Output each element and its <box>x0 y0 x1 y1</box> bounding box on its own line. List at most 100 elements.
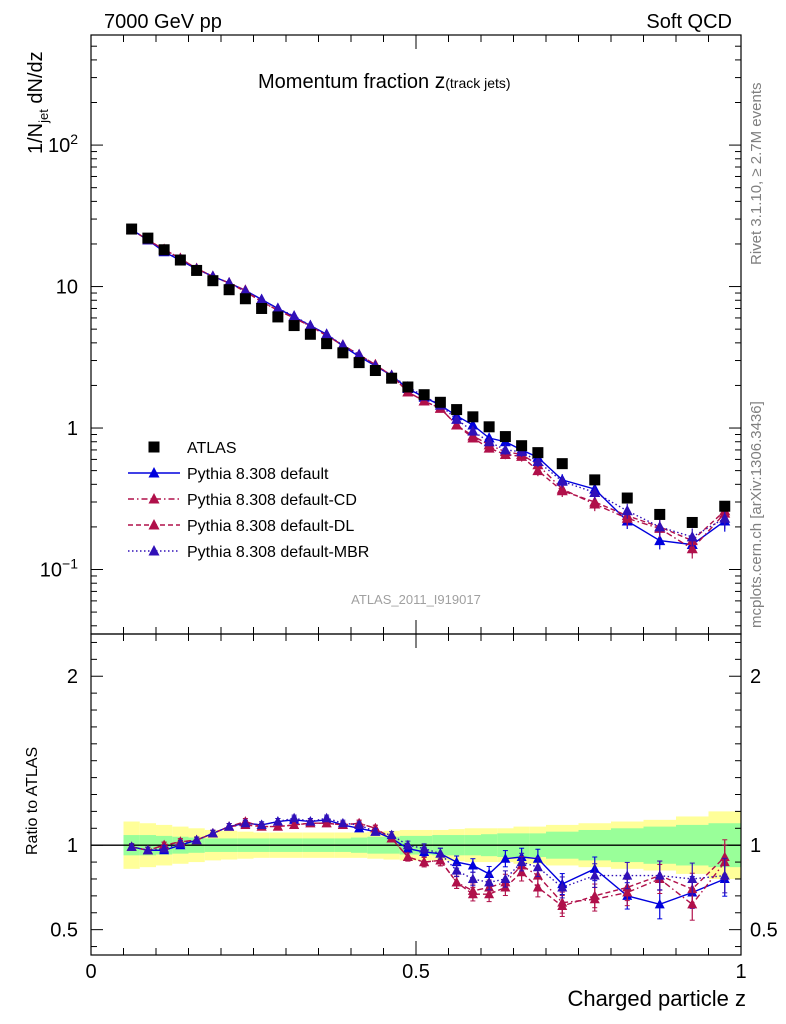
x-tick-label: 1 <box>735 961 746 983</box>
ratio-point <box>305 816 316 826</box>
ratio-series-4 <box>126 812 730 899</box>
data-point <box>589 474 601 486</box>
data-point <box>207 275 219 287</box>
ratio-point <box>419 843 430 853</box>
data-point <box>467 419 479 430</box>
data-point <box>719 500 731 512</box>
ratio-point <box>175 838 186 848</box>
ratio-point <box>516 866 527 877</box>
ratio-point <box>500 873 511 884</box>
data-point <box>556 484 568 496</box>
ratio-y-tick-label-right: 0.5 <box>750 920 778 942</box>
data-point <box>451 419 463 430</box>
ratio-line <box>131 817 725 889</box>
series-atlas <box>126 223 731 528</box>
legend-label: Pythia 8.308 default-CD <box>187 492 357 509</box>
data-point <box>467 425 479 436</box>
ratio-point <box>451 865 462 875</box>
data-point <box>483 421 495 433</box>
legend-item: Pythia 8.308 default-CD <box>128 492 357 509</box>
ratio-point <box>207 827 218 838</box>
data-point <box>556 458 568 470</box>
data-point <box>719 512 731 523</box>
plot-title-main: Momentum fraction <box>258 71 435 93</box>
main-ylabel-sub: jet <box>36 109 51 124</box>
x-tick-label: 0 <box>85 961 96 983</box>
main-plot-area <box>126 223 731 559</box>
y-tick-label: 10−1 <box>40 555 78 581</box>
ratio-point <box>467 888 478 899</box>
main-ylabel-prefix: 1/N <box>25 123 47 154</box>
data-point <box>483 435 495 447</box>
ratio-axes: 0.5 0.51 12 20 0.5 1 <box>50 633 778 983</box>
legend-label: Pythia 8.308 default <box>187 466 329 483</box>
y-tick-base: 10 <box>40 559 62 581</box>
data-point <box>434 396 446 408</box>
ratio-point <box>321 817 332 828</box>
data-point <box>556 475 568 486</box>
ratio-point <box>451 856 462 867</box>
ratio-point <box>224 821 235 831</box>
data-point <box>304 319 316 331</box>
data-point <box>532 464 544 476</box>
header-left: 7000 GeV pp <box>104 11 222 33</box>
ratio-point <box>687 873 698 884</box>
legend-label: ATLAS <box>187 440 237 457</box>
ratio-point <box>557 900 568 911</box>
ratio-y-tick-label-left: 2 <box>67 666 78 688</box>
legend-marker <box>148 467 160 478</box>
ratio-point <box>386 829 397 840</box>
ratio-panel: 0.5 0.51 12 20 0.5 1 Ratio to ATLAS Charged p… <box>24 633 778 1011</box>
ratio-y-tick-label-right: 2 <box>750 666 761 688</box>
ratio-point <box>484 868 495 878</box>
data-point <box>483 442 495 453</box>
data-point <box>321 328 333 339</box>
legend-item: Pythia 8.308 default-DL <box>128 518 354 535</box>
ratio-point <box>435 848 446 858</box>
ratio-point <box>516 856 527 867</box>
watermark: ATLAS_2011_I919017 <box>351 592 481 607</box>
data-point <box>353 348 365 360</box>
data-point <box>654 534 666 546</box>
ratio-point <box>419 856 430 867</box>
ratio-point <box>557 882 568 892</box>
ratio-point <box>467 860 478 870</box>
data-point <box>353 357 365 369</box>
x-tick-label: 0.5 <box>402 961 430 983</box>
data-point <box>191 264 203 276</box>
plot-title-z: z <box>435 70 446 93</box>
data-point <box>272 311 284 323</box>
data-point <box>654 520 666 532</box>
ratio-point <box>654 898 665 909</box>
ratio-point <box>159 843 170 853</box>
data-point <box>654 508 666 520</box>
data-point <box>467 411 479 423</box>
ratio-y-tick-label-left: 0.5 <box>50 920 78 942</box>
legend: ATLAS Pythia 8.308 default Pythia 8.308 de… <box>128 440 369 561</box>
data-point <box>337 339 349 350</box>
ratio-point <box>484 888 495 899</box>
ratio-line <box>131 819 726 906</box>
data-point <box>174 254 186 266</box>
ratio-point <box>532 882 543 892</box>
legend-marker <box>148 545 160 556</box>
data-point <box>321 338 333 350</box>
data-point <box>369 365 381 377</box>
legend-label: Pythia 8.308 default-MBR <box>187 544 369 561</box>
ratio-point <box>484 876 495 887</box>
data-point <box>499 431 511 443</box>
data-point <box>589 486 601 497</box>
data-point <box>239 285 251 296</box>
data-point <box>256 293 268 304</box>
data-point <box>589 496 601 507</box>
legend-marker <box>148 441 160 453</box>
y-tick-exp: 2 <box>70 131 78 147</box>
y-tick-label: 10 <box>56 277 78 299</box>
ratio-point <box>589 890 600 900</box>
data-point <box>516 440 528 452</box>
legend-item: Pythia 8.308 default-MBR <box>128 544 369 561</box>
ratio-ylabel: Ratio to ATLAS <box>24 747 41 855</box>
data-point <box>621 504 633 516</box>
